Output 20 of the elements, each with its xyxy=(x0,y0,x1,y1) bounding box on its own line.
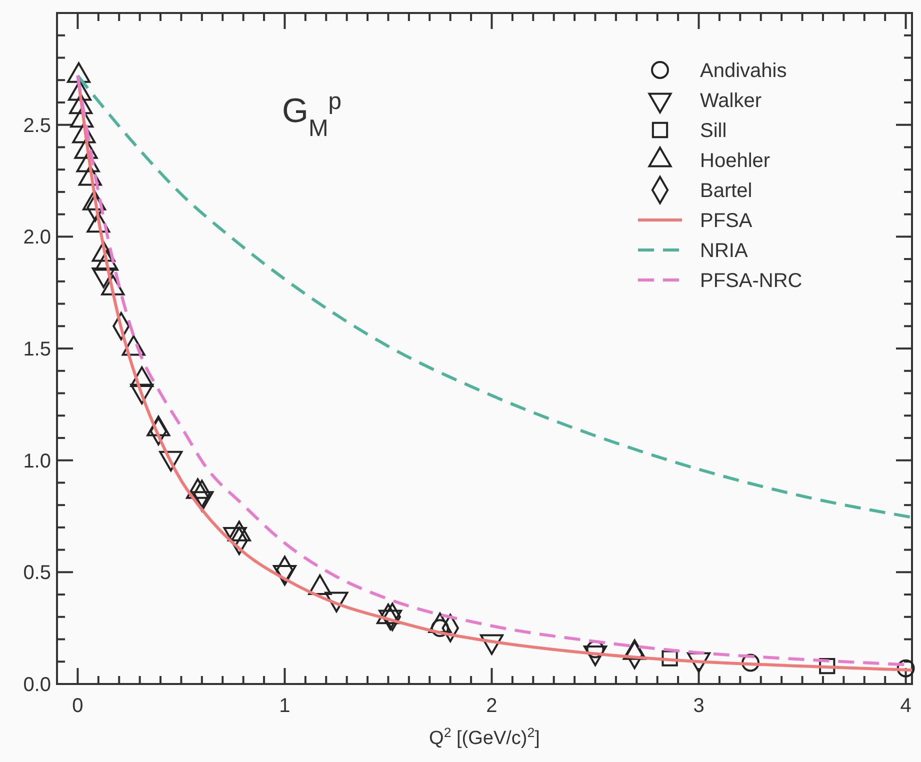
y-tick-label: 2.5 xyxy=(23,114,51,137)
x-tick-label: 1 xyxy=(279,695,290,717)
x-tick-label: 0 xyxy=(72,695,84,717)
y-tick-label: 0.0 xyxy=(23,674,51,696)
legend-label: Andivahis xyxy=(700,60,787,82)
legend-label: Sill xyxy=(700,120,727,142)
x-axis-title: Q$^{2}$ [(GeV/c)$^{2}$] xyxy=(429,724,540,749)
x-tick-label: 2 xyxy=(486,695,498,717)
x-tick-label: 4 xyxy=(900,695,912,717)
legend-label: NRIA xyxy=(700,240,748,262)
legend-label: Walker xyxy=(700,90,762,112)
y-tick-label: 0.5 xyxy=(23,562,51,584)
y-tick-label: 2.0 xyxy=(23,226,51,249)
y-tick-label: 1.0 xyxy=(23,450,51,472)
y-tick-label: 1.5 xyxy=(23,338,51,360)
legend-label: PFSA-NRC xyxy=(700,270,802,292)
legend-label: Bartel xyxy=(700,180,752,202)
legend-label: Hoehler xyxy=(700,150,770,172)
legend-label: PFSA xyxy=(700,210,753,232)
x-tick-label: 3 xyxy=(693,695,704,717)
